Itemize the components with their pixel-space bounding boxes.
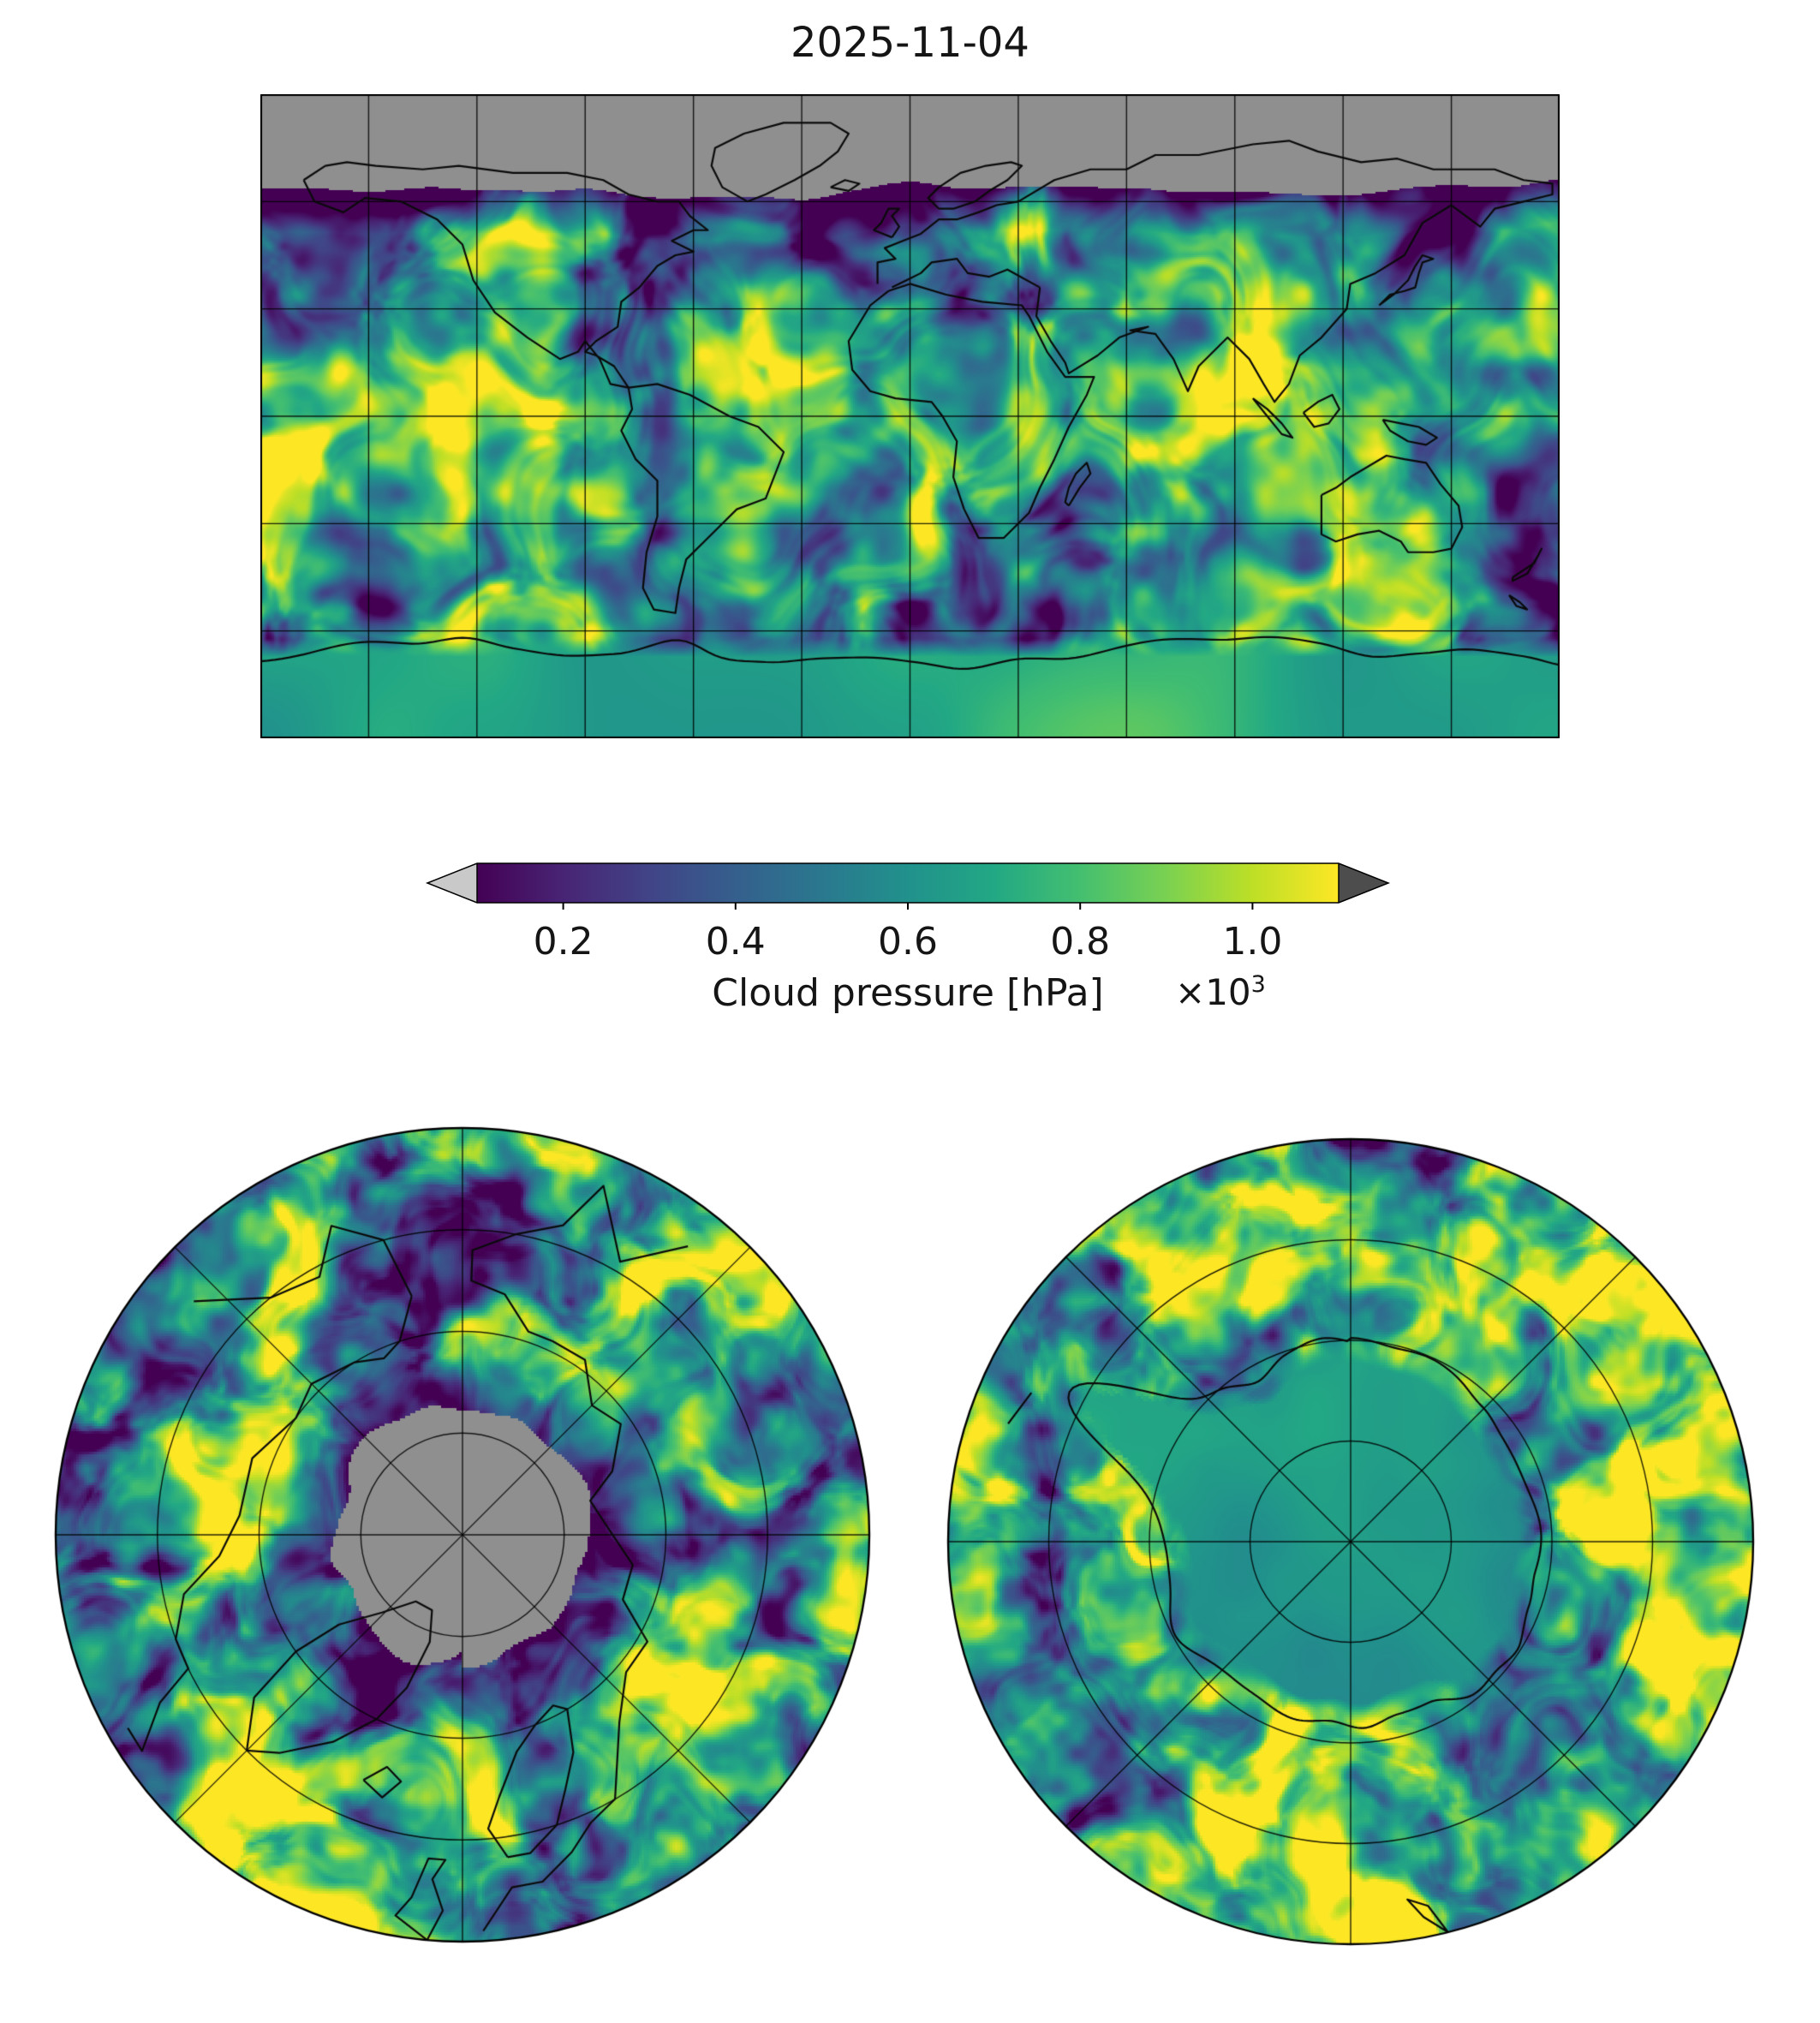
global-map-canvas — [260, 94, 1560, 738]
colorbar-svg — [425, 862, 1391, 910]
colorbar-scale-multiplier: ×103 — [1175, 971, 1266, 1013]
south-polar-map-canvas — [946, 1137, 1756, 1947]
colorbar-scale-base: ×10 — [1175, 971, 1251, 1013]
colorbar-under-arrow — [427, 863, 477, 903]
colorbar-gradient-bar — [477, 863, 1339, 903]
colorbar-tick-marks — [562, 903, 1254, 910]
colorbar-tick-label: 0.8 — [1050, 920, 1111, 964]
colorbar-axis-label: Cloud pressure [hPa] — [712, 971, 1104, 1015]
north-polar-map-canvas — [53, 1125, 872, 1944]
colorbar-scale-exponent: 3 — [1250, 971, 1266, 998]
colorbar-outline — [425, 862, 1391, 904]
colorbar-tick-labels: 0.2 0.4 0.6 0.8 1.0 — [424, 920, 1392, 964]
colorbar-tick-label: 0.4 — [705, 920, 766, 964]
colorbar-tick-label: 1.0 — [1222, 920, 1283, 964]
colorbar-tick-label: 0.2 — [533, 920, 594, 964]
colorbar-tick-label: 0.6 — [878, 920, 938, 964]
figure-title: 2025-11-04 — [791, 19, 1029, 67]
colorbar-over-arrow — [1339, 863, 1388, 903]
